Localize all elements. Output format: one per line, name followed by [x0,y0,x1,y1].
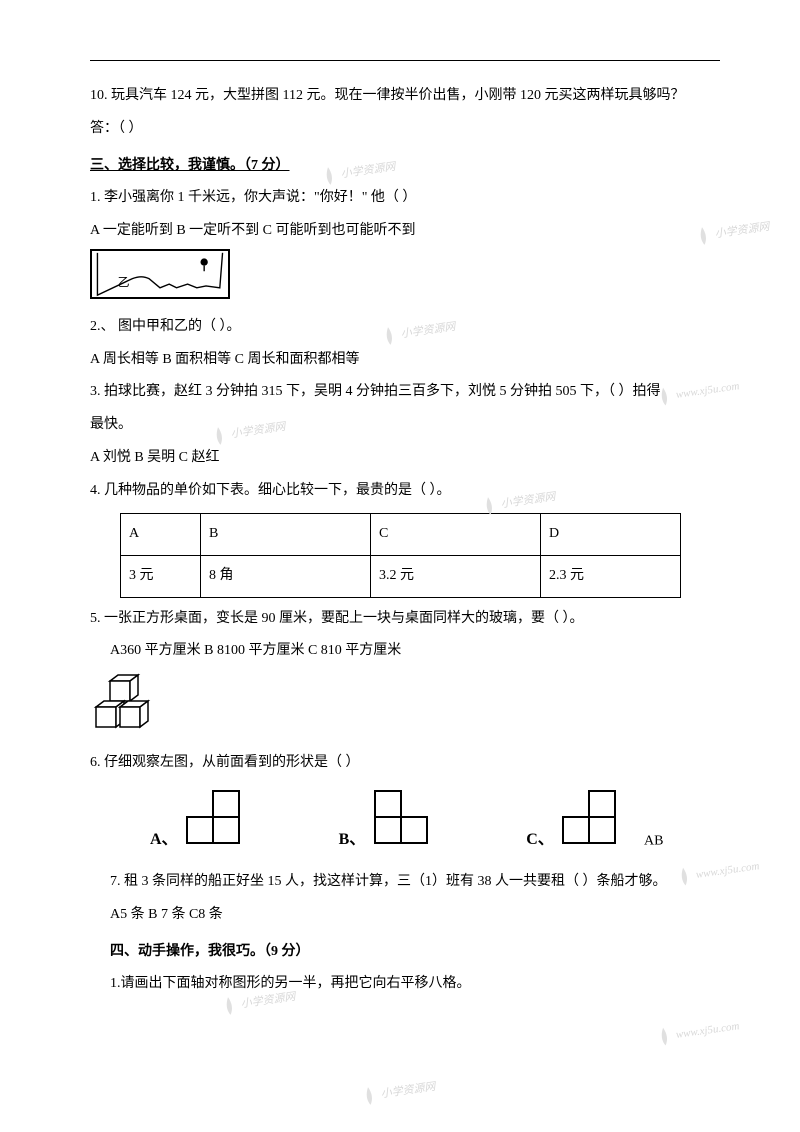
shape-a: A、 [150,789,245,857]
s3-q6-line: 6. 仔细观察左图，从前面看到的形状是（ ） [90,748,720,779]
s3-q4-text: 4. 几种物品的单价如下表。细心比较一下，最贵的是（ ）。 [90,476,720,507]
s3-q1-text: 1. 李小强离你 1 千米远，你大声说："你好！" 他（ ） [90,183,720,214]
s3-q2-options: A 周长相等 B 面积相等 C 周长和面积都相等 [90,345,720,376]
watermark-icon: 小学资源网 [359,1075,437,1109]
s3-q3-text: 3. 拍球比赛，赵红 3 分钟拍 315 下，吴明 4 分钟拍三百多下，刘悦 5… [90,377,720,408]
s3-q7-options: A5 条 B 7 条 C8 条 [90,900,720,931]
s3-q5-text: 5. 一张正方形桌面，变长是 90 厘米，要配上一块与桌面同样大的玻璃，要（ ）… [90,604,720,635]
s3-q6-row [90,673,720,746]
table-row: 3 元 8 角 3.2 元 2.3 元 [121,555,681,597]
section3-title: 三、选择比较，我谨慎。（7 分） [90,151,720,182]
shape-ab-text: AB [644,833,663,848]
s3-q3-options: A 刘悦 B 吴明 C 赵红 [90,443,720,474]
s3-q2-line: 2.、 图中甲和乙的（ ）。 [90,312,720,343]
shape-c-label: C、 [526,831,554,848]
s3-q6-prefix: 6. [90,755,101,770]
s3-q2-prefix: 2.、 [90,319,115,334]
section4-title: 四、动手操作，我很巧。（9 分） [90,937,720,968]
header-rule [90,60,720,61]
s3-q7-text: 7. 租 3 条同样的船正好坐 15 人，找这样计算，三（1）班有 38 人一共… [90,867,720,898]
shape-b: B、 [339,789,433,857]
s3-q6-shapes: A、 B、 C、 AB [90,789,720,857]
table-cell: B [201,513,371,555]
shape-b-label: B、 [339,831,366,848]
table-cell: A [121,513,201,555]
shape-c: C、 [526,789,621,857]
s3-q5-options: A360 平方厘米 B 8100 平方厘米 C 810 平方厘米 [90,636,720,667]
shape-a-label: A、 [150,831,178,848]
s3-q2-text: 图中甲和乙的（ ）。 [115,319,241,334]
cubes-diagram [90,673,170,746]
s3-q2-row: 乙 [90,249,720,310]
table-row: A B C D [121,513,681,555]
table-cell: 8 角 [201,555,371,597]
table-cell: 3.2 元 [371,555,541,597]
s3-q6-text: 仔细观察左图，从前面看到的形状是（ ） [104,755,360,770]
table-cell: 2.3 元 [541,555,681,597]
q10-answer: 答：（ ） [90,114,720,145]
q2-diagram: 乙 [90,249,230,299]
s3-q4-table: A B C D 3 元 8 角 3.2 元 2.3 元 [120,513,720,598]
s3-q1-options: A 一定能听到 B 一定听不到 C 可能听到也可能听不到 [90,216,720,247]
table-cell: C [371,513,541,555]
table-cell: D [541,513,681,555]
watermark-icon: www.xj5u.com [654,1014,741,1050]
table-cell: 3 元 [121,555,201,597]
s3-q3-text2: 最快。 [90,410,720,441]
q10-text: 10. 玩具汽车 124 元，大型拼图 112 元。现在一律按半价出售，小刚带 … [90,81,720,112]
svg-text:乙: 乙 [118,275,130,289]
s4-q1-text: 1.请画出下面轴对称图形的另一半，再把它向右平移八格。 [90,969,720,1000]
